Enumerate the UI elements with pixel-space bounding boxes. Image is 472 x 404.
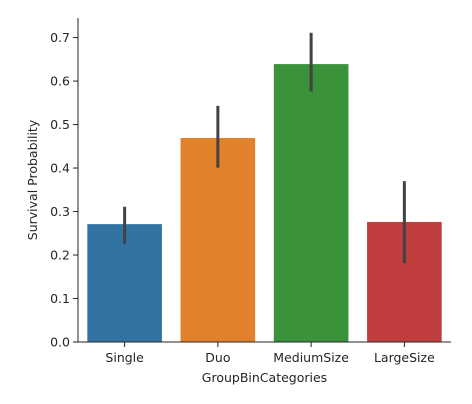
y-tick-label: 0.7 [50,30,70,45]
y-tick-label: 0.6 [50,74,70,89]
bar-single [87,224,162,342]
y-tick-label: 0.1 [50,291,70,306]
y-tick-label: 0.5 [50,117,70,132]
x-tick-label-single: Single [105,350,144,365]
x-tick-label-mediumsize: MediumSize [273,350,349,365]
axes-layer [77,18,451,343]
y-tick-label: 0.4 [50,161,70,176]
bar-mediumsize [273,64,349,342]
x-tick-label-duo: Duo [205,350,230,365]
x-tick-label-largesize: LargeSize [374,350,435,365]
y-tick-label: 0.0 [50,335,70,350]
error-bars-layer [123,32,406,264]
y-ticks: 0.0 0.1 0.2 0.3 0.4 0.5 0.6 0.7 [50,30,78,350]
y-axis-label: Survival Probability [25,119,40,240]
bars-layer [87,64,442,342]
y-tick-label: 0.3 [50,204,70,219]
x-axis-label: GroupBinCategories [202,370,327,385]
y-tick-label: 0.2 [50,248,70,263]
x-ticks: Single Duo MediumSize LargeSize [105,342,435,365]
bar-duo [180,138,256,342]
